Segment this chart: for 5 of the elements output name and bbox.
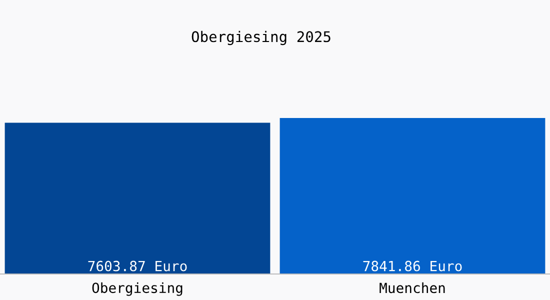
data-label: 7603.87 Euro [88, 260, 187, 272]
x-tick-label: Obergiesing [92, 282, 182, 296]
data-label: 7841.86 Euro [363, 260, 462, 272]
chart-title: Obergiesing 2025 [192, 30, 330, 46]
x-tick-label: Muenchen [380, 282, 445, 294]
